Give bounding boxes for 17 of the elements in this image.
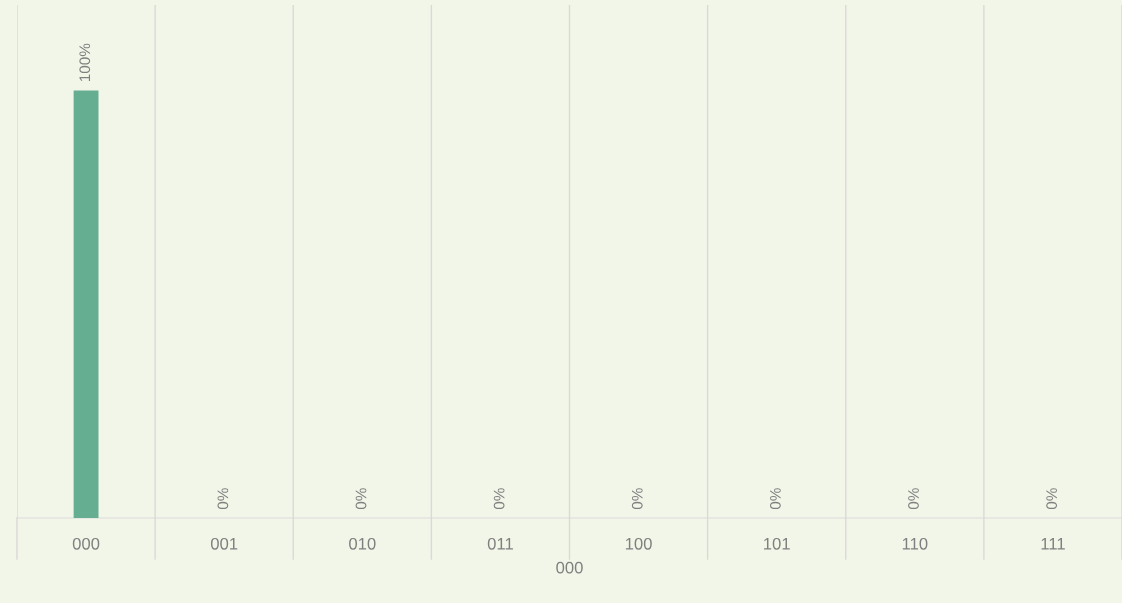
- x-tick-label: 010: [349, 537, 376, 550]
- x-tick-label: 100: [625, 537, 652, 550]
- x-tick-label: 000: [72, 537, 100, 550]
- x-tick-label: 110: [902, 537, 928, 550]
- data-label: 0%: [355, 488, 367, 510]
- data-label: 0%: [217, 488, 229, 510]
- data-label: 0%: [1046, 488, 1058, 510]
- data-label: 0%: [493, 488, 505, 510]
- data-label: 0%: [769, 488, 781, 510]
- x-tick-label: 101: [764, 537, 790, 550]
- x-tick-label: 111: [1041, 538, 1065, 550]
- data-label: 0%: [631, 488, 643, 510]
- data-label: 0%: [908, 488, 919, 510]
- data-label: 100%: [79, 43, 91, 81]
- x-tick-label: 011: [487, 537, 513, 550]
- x-tick-label: 001: [210, 537, 238, 550]
- x-axis-title: 000: [556, 561, 583, 574]
